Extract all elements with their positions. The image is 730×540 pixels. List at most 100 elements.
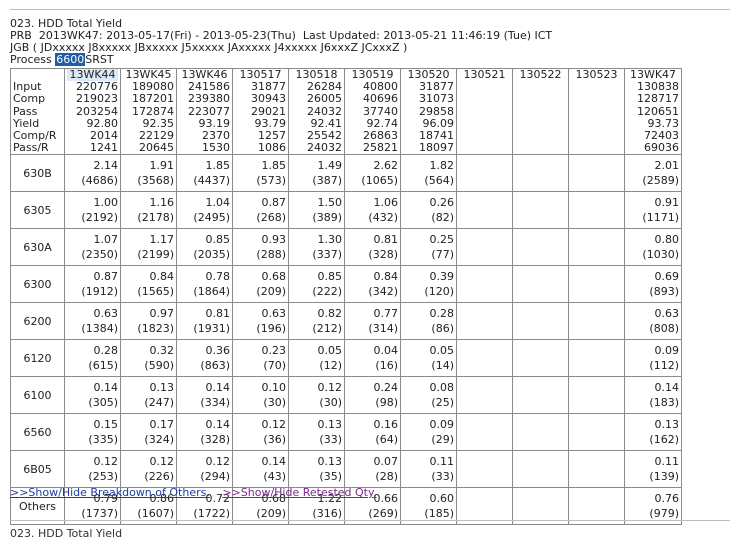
yield-cell: 0.91 (1171) [624,191,682,230]
column-130518[interactable]: 130518 26284 26005 24032 92.41 25542 24032 [288,67,345,156]
column-13WK45[interactable]: 13WK45 189080 187201 172874 92.35 22129 20645 [120,67,177,156]
summary-value [459,93,510,105]
summary-value [515,93,566,105]
defect-count: (253) [88,470,118,484]
defect-count: (1912) [81,285,118,299]
defect-count: (1065) [361,174,398,188]
summary-value: 40696 [363,92,398,106]
show-hide-breakdown-link[interactable]: >>Show/Hide Breakdown of Others. [10,486,210,499]
defect-count: (2192) [81,211,118,225]
yield-cell: 0.14 (43) [232,450,289,489]
summary-value: 25542 [307,129,342,143]
column-header[interactable]: 13WK45 [125,68,172,81]
defect-row-6b05: 6B05 0.12 (253) 0.12 (226) 0.12 (294) 0.14 (43) 0… [10,450,682,489]
summary-value: 92.74 [366,116,399,130]
yield-cell: 0.13 (247) [120,376,177,415]
summary-value: 203254 [76,104,118,118]
yield-cell [456,450,513,489]
column-130522[interactable]: 130522 [512,67,569,156]
yield-cell: 0.69 (893) [624,265,682,304]
defect-count: (294) [200,470,230,484]
column-header[interactable]: 130522 [519,68,562,81]
defect-count: (36) [263,433,286,447]
defect-count: (25) [431,396,454,410]
yield-percent: 1.30 [317,233,343,247]
yield-cell: 0.05 (12) [288,339,345,378]
defect-code: 6B05 [10,450,65,489]
summary-value: 241586 [188,80,230,94]
column-header[interactable]: 13WK47 [629,68,677,81]
process-name: SRST [85,53,114,66]
summary-value: 24032 [307,141,342,155]
column-130521[interactable]: 130521 [456,67,513,156]
column-header[interactable]: 130518 [295,68,338,81]
yield-percent: 0.11 [654,455,680,469]
column-130517[interactable]: 130517 31877 30943 29021 93.79 1257 1086 [232,67,289,156]
summary-value [515,130,566,142]
summary-value [459,130,510,142]
yield-cell [568,154,625,193]
summary-value: 69036 [644,141,679,155]
summary-value: 18741 [419,129,454,143]
defect-count: (77) [431,248,454,262]
summary-value [571,93,622,105]
defect-count: (337) [312,248,342,262]
defect-count: (324) [144,433,174,447]
summary-value [571,130,622,142]
column-header[interactable]: 130519 [351,68,394,81]
yield-cell: 1.22 (316) [288,487,345,526]
summary-value: 1086 [258,141,286,155]
defect-code: 6305 [10,191,65,230]
yield-percent: 1.17 [149,233,175,247]
column-header[interactable]: 130517 [239,68,282,81]
yield-cell: 0.14 (334) [176,376,233,415]
yield-percent: 0.05 [317,344,343,358]
yield-cell: 0.63 (1384) [64,302,121,341]
defect-count: (1722) [193,507,230,521]
defect-count: (1171) [642,211,679,225]
yield-percent: 0.13 [654,418,680,432]
column-13WK46[interactable]: 13WK46 241586 239380 223077 93.19 2370 1530 [176,67,233,156]
defect-row-6200: 6200 0.63 (1384) 0.97 (1823) 0.81 (1931) 0.63 (1… [10,302,682,341]
yield-percent: 2.14 [93,159,119,173]
defect-count: (316) [312,507,342,521]
yield-percent: 0.24 [373,381,399,395]
column-header[interactable]: 130523 [575,68,618,81]
defect-count: (29) [431,433,454,447]
yield-cell [512,228,569,267]
yield-cell [456,191,513,230]
yield-cell: 0.15 (335) [64,413,121,452]
yield-percent: 0.63 [93,307,119,321]
summary-value: 20645 [139,141,174,155]
defect-count: (979) [649,507,679,521]
yield-percent: 0.23 [261,344,287,358]
yield-cell: 0.82 (212) [288,302,345,341]
show-hide-retested-link[interactable]: >>Show/Hide Retested Qty. [222,486,377,499]
column-13WK44[interactable]: 13WK44 220776 219023 203254 92.80 2014 1241 [64,67,121,156]
column-13WK47[interactable]: 13WK47 130838 128717 120651 93.73 72403 69036 [624,67,682,156]
bottom-divider [10,520,730,521]
defect-count: (314) [368,322,398,336]
column-header[interactable]: 13WK44 [67,68,118,82]
column-130519[interactable]: 130519 40800 40696 37740 92.74 26863 25821 [344,67,401,156]
summary-value [515,81,566,93]
column-header[interactable]: 130520 [407,68,450,81]
column-header[interactable]: 130521 [463,68,506,81]
process-code[interactable]: 6600 [55,53,86,66]
summary-row: Input Comp Pass Yield Comp/R Pass/R 13WK44 2207… [10,67,682,156]
defect-code: 6560 [10,413,65,452]
yield-percent: 0.78 [205,270,231,284]
yield-cell: 0.32 (590) [120,339,177,378]
yield-percent: 1.85 [261,159,287,173]
column-130520[interactable]: 130520 31877 31073 29858 96.09 18741 18097 [400,67,457,156]
column-130523[interactable]: 130523 [568,67,625,156]
yield-cell: 1.85 (4437) [176,154,233,193]
defect-count: (1607) [137,507,174,521]
column-header[interactable]: 13WK46 [181,68,228,81]
yield-percent: 0.14 [261,455,287,469]
yield-percent: 0.12 [93,455,119,469]
yield-cell: 0.84 (1565) [120,265,177,304]
summary-value [459,81,510,93]
yield-percent: 2.01 [654,159,680,173]
yield-percent: 0.76 [654,492,680,506]
